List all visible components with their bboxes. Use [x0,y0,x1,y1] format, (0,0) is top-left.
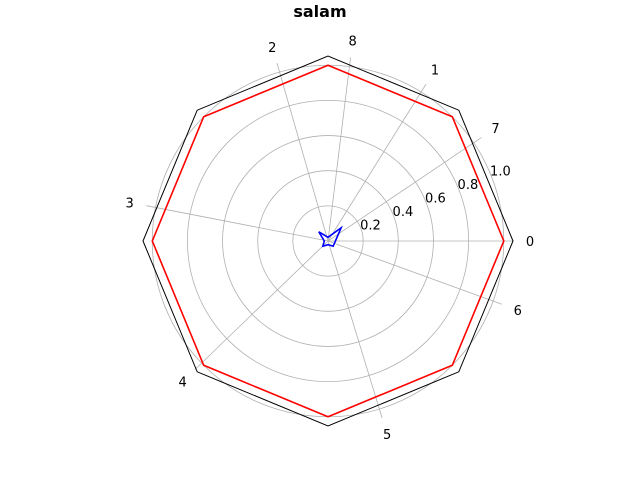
grid-spoke [327,240,502,305]
label-layer: 0 1 2 3 4 5 6 7 8 0.2 0.4 0.6 0.8 1.0 [126,35,535,444]
frame-layer [142,55,514,427]
r-tick-label: 0.8 [458,178,479,193]
spoke-label: 7 [491,122,499,137]
grid-spoke [327,240,383,419]
grid-spoke [276,63,329,242]
r-tick-label: 1.0 [490,165,511,180]
spoke-label: 0 [526,235,534,250]
octagon-frame [142,55,514,427]
r-tick-label: 0.2 [360,219,381,234]
chart-title: salam [293,2,346,21]
grid-spoke [146,205,329,242]
spoke-label: 6 [514,304,522,319]
grid-spoke [327,137,482,242]
spoke-label: 3 [126,197,134,212]
spoke-label: 8 [348,35,356,50]
r-tick-label: 0.6 [425,192,446,207]
grid-layer [146,57,513,419]
spoke-label: 5 [383,428,391,443]
grid-spoke [327,57,351,242]
spoke-label: 1 [431,64,439,79]
grid-spoke [194,240,329,370]
grid-spoke [327,83,427,242]
spoke-label: 4 [179,375,187,390]
spoke-label: 2 [268,41,276,56]
r-tick-label: 0.4 [393,205,414,220]
series-polygon-1 [318,225,343,248]
series-layer [151,64,505,418]
series-polygon-0 [151,64,505,418]
